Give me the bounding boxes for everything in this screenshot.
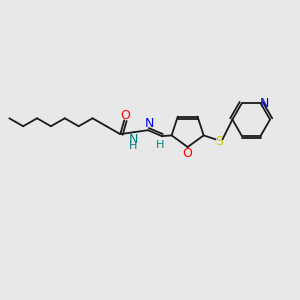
Text: H: H xyxy=(129,141,137,151)
Text: O: O xyxy=(120,109,130,122)
Text: S: S xyxy=(215,135,223,148)
Text: N: N xyxy=(144,117,154,130)
Text: H: H xyxy=(156,140,164,150)
Text: O: O xyxy=(183,148,193,160)
Text: N: N xyxy=(260,97,269,110)
Text: N: N xyxy=(128,133,138,146)
